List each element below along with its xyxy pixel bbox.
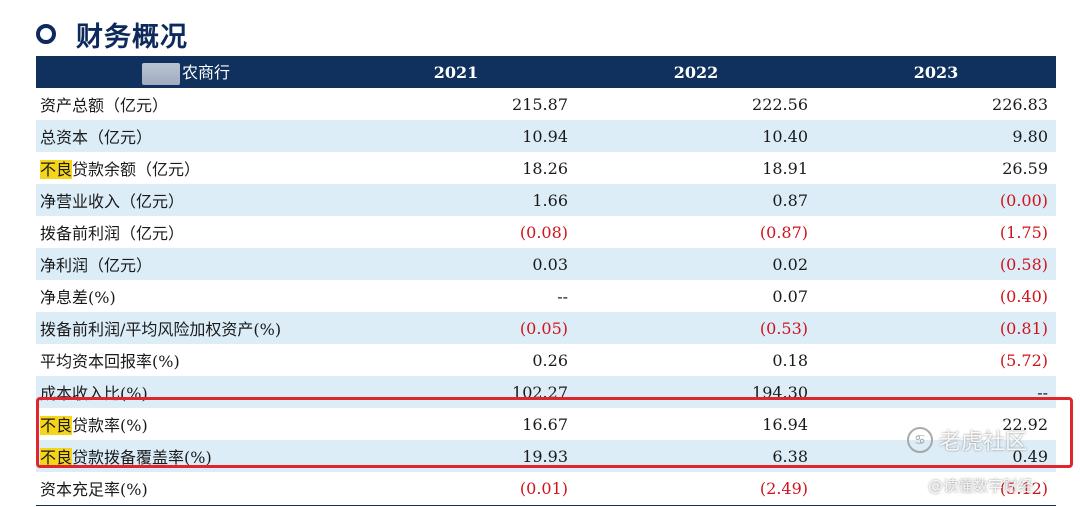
value-cell-2023: 26.59 [1002, 158, 1048, 178]
row-label-text: 贷款余额（亿元） [72, 160, 201, 179]
row-label-text: 贷款率(%) [72, 416, 148, 435]
value-cell-2022: 18.91 [762, 158, 808, 178]
value-cell-2022: (0.53) [759, 318, 808, 338]
watermark-source-text: @读懂数字财经 [928, 477, 1034, 495]
highlighted-term: 不良 [40, 448, 73, 467]
section-title: 财务概况 [76, 21, 188, 53]
row-label: 不良贷款余额（亿元） [36, 152, 336, 184]
highlighted-term: 不良 [40, 416, 73, 435]
highlighted-term: 不良 [40, 160, 73, 179]
table-row: 净营业收入（亿元） 1.66 0.87 (0.00) [36, 184, 1056, 216]
value-cell-2023: 9.80 [1012, 126, 1048, 146]
tiger-logo-icon: ♋ [907, 427, 933, 453]
year-header-2021: 2021 [433, 62, 479, 82]
table-bottom-rule [36, 505, 1056, 506]
value-cell-2021: (0.05) [519, 318, 568, 338]
row-label: 净利润（亿元） [40, 256, 153, 275]
table-row: 拨备前利润（亿元） (0.08) (0.87) (1.75) [36, 216, 1056, 248]
table-row: 不良贷款余额（亿元） 18.26 18.91 26.59 [36, 152, 1056, 184]
value-cell-2022: (2.49) [759, 478, 808, 498]
row-label: 净息差(%) [40, 288, 116, 307]
value-cell-2021: 0.26 [532, 350, 568, 370]
value-cell-2021: (0.08) [519, 222, 568, 242]
value-cell-2022: 194.30 [752, 382, 808, 402]
value-cell-2021: 16.67 [522, 414, 568, 434]
table-row: 总资本（亿元） 10.94 10.40 9.80 [36, 120, 1056, 152]
row-label: 拨备前利润（亿元） [40, 224, 185, 243]
circle-bullet-icon [36, 24, 56, 44]
row-label: 资产总额（亿元） [40, 96, 169, 115]
table-row: 不良贷款率(%) 16.67 16.94 22.92 [36, 408, 1056, 440]
value-cell-2022: 0.18 [772, 350, 808, 370]
table-row: 资产总额（亿元） 215.87 222.56 226.83 [36, 88, 1056, 120]
row-label: 不良贷款率(%) [36, 408, 336, 440]
watermark-logo: ♋ 老虎社区 [907, 424, 1027, 456]
value-cell-2022: 222.56 [752, 94, 808, 114]
value-cell-2022: (0.87) [759, 222, 808, 242]
year-header-2023: 2023 [913, 62, 959, 82]
year-header-2022: 2022 [673, 62, 719, 82]
value-cell-2021: 1.66 [532, 190, 568, 210]
table-row: 平均资本回报率(%) 0.26 0.18 (5.72) [36, 344, 1056, 376]
value-cell-2021: 0.03 [532, 254, 568, 274]
value-cell-2023: 0.49 [1012, 446, 1048, 466]
value-cell-2021: -- [557, 286, 568, 306]
row-label: 净营业收入（亿元） [40, 192, 185, 211]
row-label: 资本充足率(%) [40, 480, 148, 499]
bank-name-header: 农商行 [36, 56, 336, 88]
value-cell-2023: (1.75) [999, 222, 1048, 242]
table-row: 成本收入比(%) 102.27 194.30 -- [36, 376, 1056, 408]
value-cell-2023: (0.40) [999, 286, 1048, 306]
row-label: 拨备前利润/平均风险加权资产(%) [40, 320, 282, 339]
row-label: 总资本（亿元） [40, 128, 153, 147]
value-cell-2022: 0.02 [772, 254, 808, 274]
value-cell-2022: 0.87 [772, 190, 808, 210]
table-row: 资本充足率(%) (0.01) (2.49) (5.12) [36, 472, 1056, 504]
table-header-row: 农商行 2021 2022 2023 [36, 56, 1056, 88]
row-label: 不良贷款拨备覆盖率(%) [36, 440, 336, 472]
value-cell-2023: (5.72) [999, 350, 1048, 370]
value-cell-2023: (0.58) [999, 254, 1048, 274]
value-cell-2021: 10.94 [522, 126, 568, 146]
value-cell-2022: 0.07 [772, 286, 808, 306]
value-cell-2023: 226.83 [992, 94, 1048, 114]
section-header: 财务概况 [36, 16, 188, 53]
row-label: 平均资本回报率(%) [40, 352, 180, 371]
value-cell-2021: (0.01) [519, 478, 568, 498]
value-cell-2023: (0.00) [999, 190, 1048, 210]
value-cell-2022: 6.38 [772, 446, 808, 466]
value-cell-2021: 102.27 [512, 382, 568, 402]
value-cell-2023: -- [1037, 382, 1048, 402]
watermark-logo-text: 老虎社区 [939, 430, 1028, 455]
highlight-box [36, 397, 1073, 468]
value-cell-2023: (0.81) [999, 318, 1048, 338]
table-row: 净利润（亿元） 0.03 0.02 (0.58) [36, 248, 1056, 280]
value-cell-2022: 10.40 [762, 126, 808, 146]
value-cell-2023: 22.92 [1002, 414, 1048, 434]
value-cell-2021: 215.87 [512, 94, 568, 114]
value-cell-2022: 16.94 [762, 414, 808, 434]
row-label-text: 贷款拨备覆盖率(%) [72, 448, 212, 467]
table-row: 净息差(%) -- 0.07 (0.40) [36, 280, 1056, 312]
value-cell-2021: 18.26 [522, 158, 568, 178]
redacted-bank-name [141, 62, 180, 85]
value-cell-2023: (5.12) [999, 478, 1048, 498]
value-cell-2021: 19.93 [522, 446, 568, 466]
table-row: 拨备前利润/平均风险加权资产(%) (0.05) (0.53) (0.81) [36, 312, 1056, 344]
